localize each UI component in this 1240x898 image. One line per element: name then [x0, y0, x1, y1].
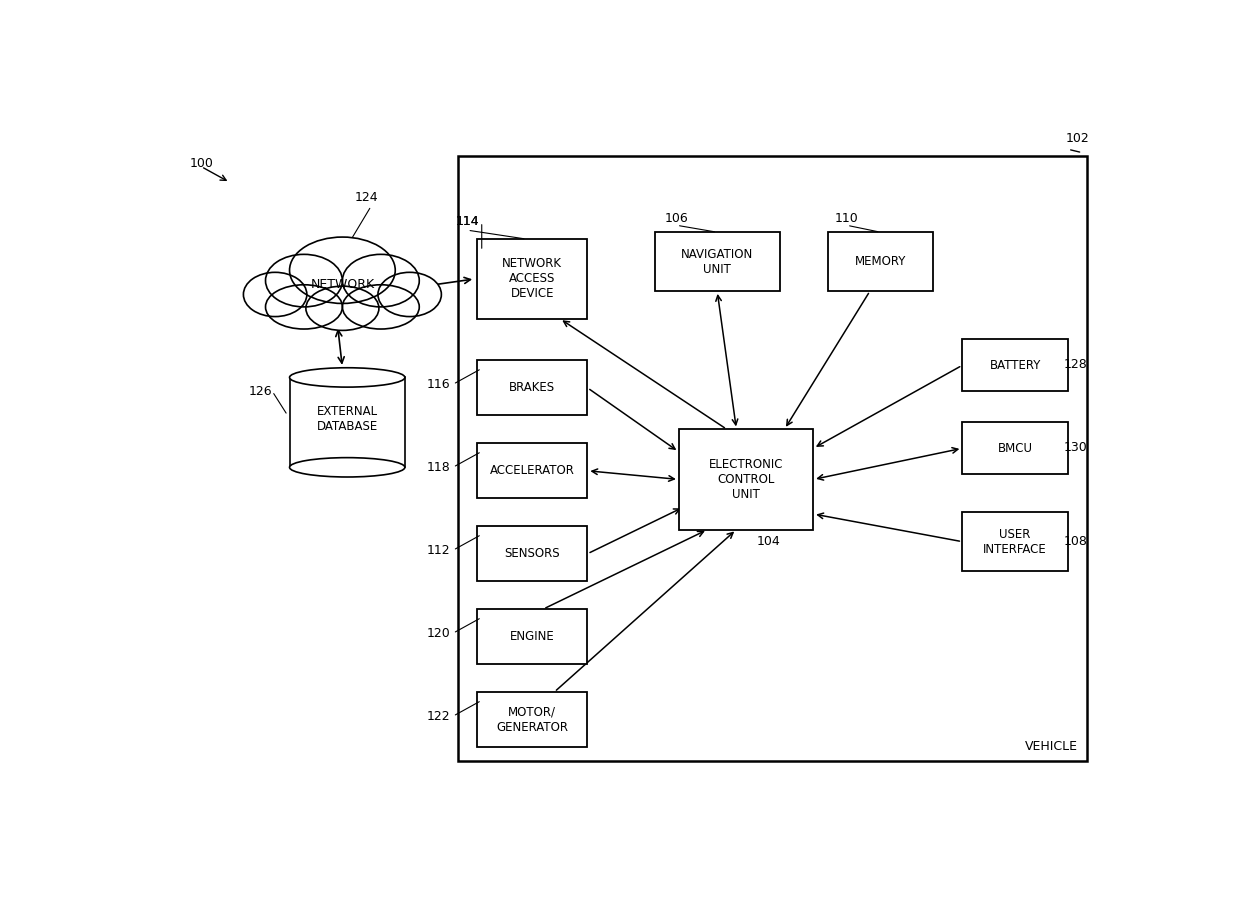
Bar [828, 233, 934, 291]
Bar [477, 692, 588, 747]
Text: ELECTRONIC
CONTROL
UNIT: ELECTRONIC CONTROL UNIT [709, 458, 784, 501]
Ellipse shape [265, 285, 342, 329]
Bar [962, 339, 1068, 392]
Text: 112: 112 [427, 544, 450, 557]
Text: 100: 100 [190, 156, 213, 170]
Ellipse shape [265, 254, 342, 307]
Bar [458, 156, 1087, 762]
Ellipse shape [243, 272, 306, 317]
Bar [655, 233, 780, 291]
Text: 124: 124 [355, 191, 378, 204]
Text: NETWORK: NETWORK [310, 277, 374, 291]
Text: 108: 108 [1064, 535, 1087, 548]
Bar [477, 239, 588, 319]
Ellipse shape [378, 272, 441, 317]
Ellipse shape [290, 368, 405, 387]
Text: 114: 114 [455, 216, 479, 228]
Text: ENGINE: ENGINE [510, 630, 554, 643]
Ellipse shape [290, 458, 405, 477]
Text: 102: 102 [1065, 132, 1090, 145]
Ellipse shape [289, 237, 396, 304]
Text: MOTOR/
GENERATOR: MOTOR/ GENERATOR [496, 706, 568, 734]
Text: SENSORS: SENSORS [505, 547, 560, 560]
Text: VEHICLE: VEHICLE [1024, 740, 1078, 753]
Text: 116: 116 [427, 378, 450, 391]
Ellipse shape [306, 286, 379, 330]
Text: MEMORY: MEMORY [854, 255, 906, 269]
Bar [477, 526, 588, 581]
Text: 130: 130 [1064, 442, 1087, 454]
Bar [678, 429, 813, 530]
Bar [962, 422, 1068, 474]
Text: 128: 128 [1064, 358, 1087, 372]
Text: 126: 126 [249, 384, 273, 398]
Bar [477, 443, 588, 498]
Text: ACCELERATOR: ACCELERATOR [490, 464, 574, 477]
Bar [477, 609, 588, 665]
Text: EXTERNAL
DATABASE: EXTERNAL DATABASE [316, 405, 378, 433]
Text: NETWORK
ACCESS
DEVICE: NETWORK ACCESS DEVICE [502, 258, 562, 301]
Ellipse shape [342, 285, 419, 329]
Bar [290, 377, 404, 467]
Text: BMCU: BMCU [998, 442, 1033, 454]
Text: 114: 114 [455, 216, 479, 228]
Ellipse shape [342, 254, 419, 307]
Text: 104: 104 [756, 535, 780, 548]
Text: BRAKES: BRAKES [510, 382, 556, 394]
Text: 106: 106 [665, 212, 688, 224]
Text: NAVIGATION
UNIT: NAVIGATION UNIT [681, 248, 754, 276]
Text: 120: 120 [427, 627, 450, 639]
Text: BATTERY: BATTERY [990, 359, 1040, 372]
Text: USER
INTERFACE: USER INTERFACE [983, 528, 1047, 556]
Bar [962, 512, 1068, 571]
Text: 122: 122 [427, 709, 450, 723]
Text: 110: 110 [835, 212, 859, 224]
Text: 118: 118 [427, 461, 450, 474]
Bar [477, 360, 588, 416]
